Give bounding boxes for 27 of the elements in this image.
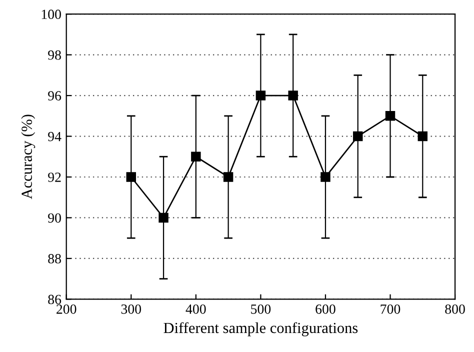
- point: [223, 172, 234, 182]
- x-tick-label: 800: [445, 304, 465, 314]
- point: [320, 172, 330, 182]
- point: [288, 90, 298, 100]
- y-tick-label: 98: [48, 50, 61, 60]
- y-axis-title: Accuracy (%): [21, 114, 36, 200]
- y-tick-label: 90: [48, 213, 61, 223]
- x-tick-label: 700: [380, 304, 400, 314]
- point: [126, 172, 136, 182]
- point: [158, 212, 168, 223]
- y-tick-label: 94: [48, 132, 62, 142]
- x-tick-label: 500: [251, 304, 271, 314]
- y-tick-label: 100: [42, 10, 61, 20]
- x-tick-label: 600: [316, 304, 336, 314]
- x-axis-title: Different sample configurations: [164, 322, 358, 336]
- point: [353, 131, 363, 142]
- point: [418, 131, 428, 142]
- point: [385, 111, 396, 121]
- y-tick-label: 96: [48, 91, 62, 100]
- x-tick-label: 300: [121, 304, 142, 314]
- point: [256, 90, 266, 100]
- point: [191, 152, 201, 162]
- y-tick-label: 92: [48, 172, 61, 182]
- x-tick-label: 400: [186, 304, 206, 314]
- x-tick-label: 200: [56, 304, 76, 314]
- y-tick-label: 86: [48, 294, 62, 304]
- y-tick-label: 88: [48, 254, 61, 264]
